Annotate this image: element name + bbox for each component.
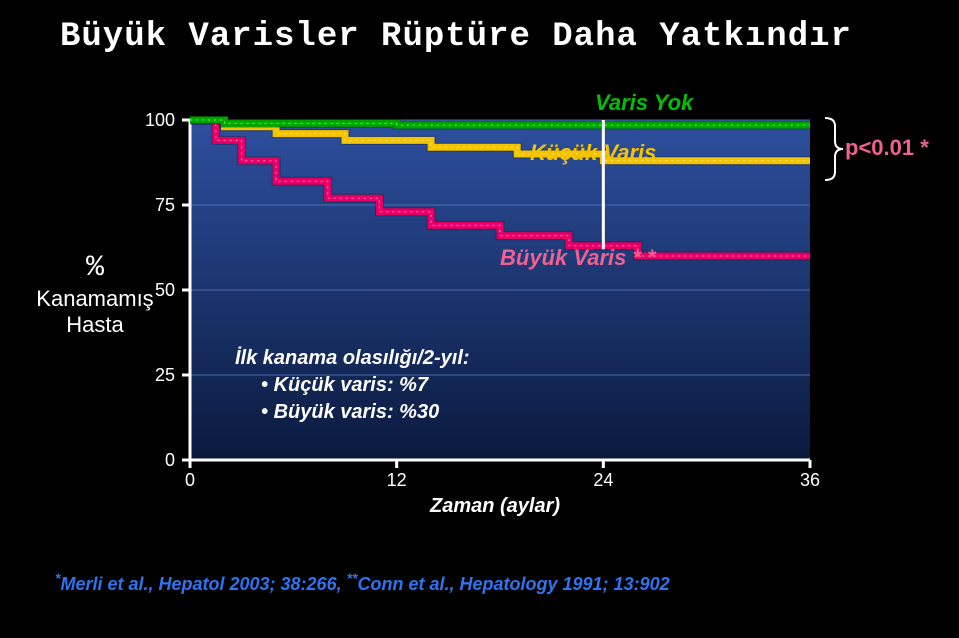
x-axis-label: Zaman (aylar) bbox=[430, 495, 560, 518]
citation: *Merli et al., Hepatol 2003; 38:266, **C… bbox=[55, 570, 670, 595]
chart-svg: 0 25 50 75 100 0 12 24 36 bbox=[0, 0, 959, 638]
svg-text:50: 50 bbox=[155, 280, 175, 300]
svg-text:12: 12 bbox=[387, 470, 407, 490]
annotation-box: İlk kanama olasılığı/2-yıl: • Küçük vari… bbox=[235, 345, 470, 426]
annotation-title: İlk kanama olasılığı/2-yıl: bbox=[235, 345, 470, 372]
svg-text:25: 25 bbox=[155, 365, 175, 385]
p-value: p<0.01 * bbox=[845, 135, 929, 161]
citation-sup2: ** bbox=[347, 570, 358, 586]
svg-text:0: 0 bbox=[185, 470, 195, 490]
svg-text:36: 36 bbox=[800, 470, 820, 490]
series-label-buyuk-varis: Büyük Varis * * bbox=[500, 245, 656, 271]
citation-part2: Conn et al., Hepatology 1991; 13:902 bbox=[358, 574, 670, 594]
svg-text:100: 100 bbox=[145, 110, 175, 130]
chart-area: 0 25 50 75 100 0 12 24 36 bbox=[0, 0, 959, 638]
series-label-varis-yok: Varis Yok bbox=[595, 90, 693, 116]
svg-text:75: 75 bbox=[155, 195, 175, 215]
annotation-line-2: • Büyük varis: %30 bbox=[235, 399, 470, 426]
citation-part1: Merli et al., Hepatol 2003; 38:266, bbox=[60, 574, 346, 594]
svg-text:0: 0 bbox=[165, 450, 175, 470]
series-label-kucuk-varis: Küçük Varis bbox=[530, 140, 656, 166]
svg-text:24: 24 bbox=[593, 470, 613, 490]
annotation-line-1: • Küçük varis: %7 bbox=[235, 372, 470, 399]
